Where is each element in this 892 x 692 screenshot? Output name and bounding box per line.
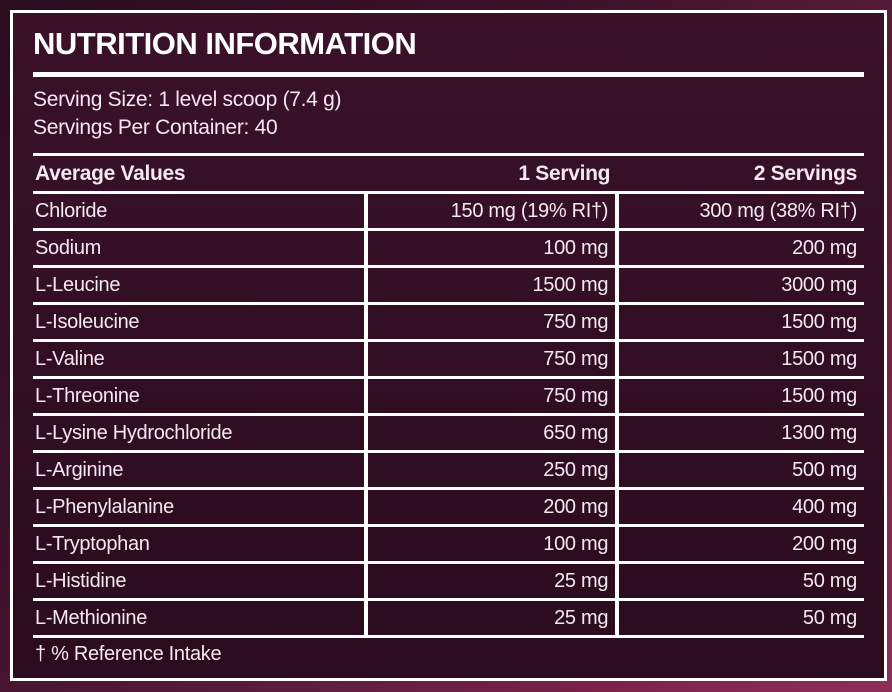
title-rule xyxy=(33,72,864,77)
serving-1-value: 250 mg xyxy=(364,451,618,490)
nutrient-name: L-Phenylalanine xyxy=(33,488,367,527)
footnote-row: † % Reference Intake xyxy=(33,637,864,671)
serving-2-value: 500 mg xyxy=(615,451,864,490)
serving-2-value: 200 mg xyxy=(615,229,864,268)
table-row: L-Valine 750 mg 1500 mg xyxy=(33,340,864,379)
serving-2-value: 200 mg xyxy=(615,525,864,564)
nutrient-name: L-Histidine xyxy=(33,562,367,601)
serving-2-value: 1500 mg xyxy=(615,377,864,416)
table-row: Sodium 100 mg 200 mg xyxy=(33,229,864,268)
nutrient-name: L-Lysine Hydrochloride xyxy=(33,414,367,453)
table-header-row: Average Values 1 Serving 2 Servings xyxy=(33,153,864,194)
table-row: Chloride 150 mg (19% RI†) 300 mg (38% RI… xyxy=(33,192,864,231)
header-average-values: Average Values xyxy=(33,153,367,194)
servings-per-container-text: Servings Per Container: 40 xyxy=(33,116,278,139)
serving-size-text: Serving Size: 1 level scoop (7.4 g) xyxy=(33,88,342,111)
serving-1-value: 750 mg xyxy=(364,340,618,379)
serving-2-value: 1300 mg xyxy=(615,414,864,453)
table-row: L-Phenylalanine 200 mg 400 mg xyxy=(33,488,864,527)
nutrient-name: Chloride xyxy=(33,192,367,231)
serving-2-value: 50 mg xyxy=(615,562,864,601)
serving-1-value: 25 mg xyxy=(364,599,618,638)
serving-info: Serving Size: 1 level scoop (7.4 g) Serv… xyxy=(33,86,864,142)
nutrition-label: NUTRITION INFORMATION Serving Size: 1 le… xyxy=(10,10,887,681)
nutrient-name: L-Isoleucine xyxy=(33,303,367,342)
label-title: NUTRITION INFORMATION xyxy=(33,26,417,61)
serving-1-value: 650 mg xyxy=(364,414,618,453)
serving-1-value: 750 mg xyxy=(364,377,618,416)
nutrient-name: L-Valine xyxy=(33,340,367,379)
table-row: L-Histidine 25 mg 50 mg xyxy=(33,562,864,601)
nutrient-name: L-Leucine xyxy=(33,266,367,305)
serving-1-value: 750 mg xyxy=(364,303,618,342)
header-1-serving: 1 Serving xyxy=(366,153,618,194)
table-row: L-Arginine 250 mg 500 mg xyxy=(33,451,864,490)
serving-2-value: 400 mg xyxy=(615,488,864,527)
nutrient-name: Sodium xyxy=(33,229,367,268)
serving-2-value: 50 mg xyxy=(615,599,864,638)
table-row: L-Isoleucine 750 mg 1500 mg xyxy=(33,303,864,342)
nutrition-table: Average Values 1 Serving 2 Servings Chlo… xyxy=(33,153,864,671)
nutrient-name: L-Arginine xyxy=(33,451,367,490)
serving-2-value: 3000 mg xyxy=(615,266,864,305)
serving-2-value: 1500 mg xyxy=(615,303,864,342)
table-row: L-Lysine Hydrochloride 650 mg 1300 mg xyxy=(33,414,864,453)
serving-1-value: 25 mg xyxy=(364,562,618,601)
serving-2-value: 1500 mg xyxy=(615,340,864,379)
table-row: L-Threonine 750 mg 1500 mg xyxy=(33,377,864,416)
serving-1-value: 100 mg xyxy=(364,229,618,268)
table-row: L-Methionine 25 mg 50 mg xyxy=(33,599,864,638)
nutrient-name: L-Threonine xyxy=(33,377,367,416)
serving-1-value: 1500 mg xyxy=(364,266,618,305)
serving-1-value: 200 mg xyxy=(364,488,618,527)
serving-1-value: 100 mg xyxy=(364,525,618,564)
serving-1-value: 150 mg (19% RI†) xyxy=(364,192,618,231)
nutrient-name: L-Tryptophan xyxy=(33,525,367,564)
serving-2-value: 300 mg (38% RI†) xyxy=(615,192,864,231)
nutrient-name: L-Methionine xyxy=(33,599,367,638)
header-2-servings: 2 Servings xyxy=(617,153,864,194)
table-row: L-Tryptophan 100 mg 200 mg xyxy=(33,525,864,564)
reference-intake-footnote: † % Reference Intake xyxy=(35,642,222,665)
table-row: L-Leucine 1500 mg 3000 mg xyxy=(33,266,864,305)
